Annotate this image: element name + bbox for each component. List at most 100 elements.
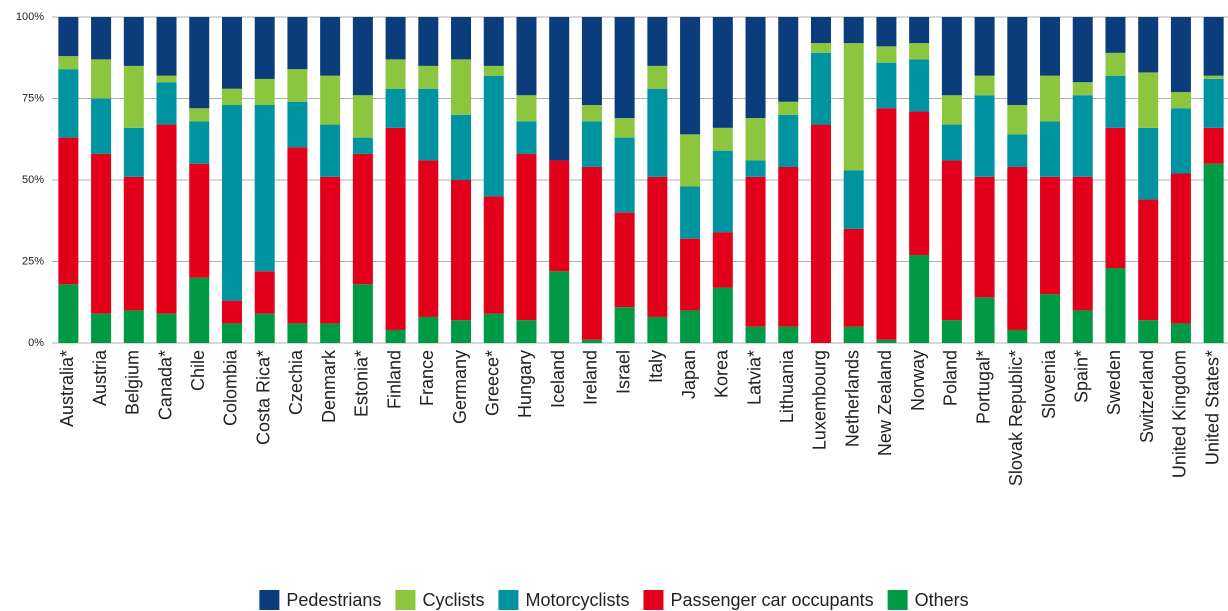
bar-segment	[418, 65, 439, 89]
bar-segment	[1105, 127, 1126, 269]
bar-segment	[1040, 17, 1061, 76]
bar-segment	[745, 176, 766, 327]
bar-segment	[483, 17, 504, 66]
bar-segment	[483, 65, 504, 76]
bar-segment	[1007, 17, 1028, 106]
bar-segment	[745, 326, 766, 343]
bar-segment	[549, 17, 570, 161]
x-tick-label: Latvia*	[744, 350, 764, 405]
bar-segment	[516, 320, 537, 343]
legend-swatch	[259, 590, 280, 610]
x-tick-label: Japan	[679, 350, 699, 399]
bar-segment	[549, 160, 570, 272]
bar-segment	[320, 75, 341, 125]
bar-segment	[287, 147, 308, 324]
bar-segment	[352, 153, 373, 285]
bar-segment	[974, 297, 995, 343]
y-tick-label: 50%	[22, 174, 44, 186]
bar-segment	[1203, 17, 1224, 76]
x-tick-label: Finland	[384, 350, 404, 409]
bar-segment	[778, 326, 799, 343]
legend-label: Motorcyclists	[525, 590, 629, 610]
bar-segment	[1203, 78, 1224, 128]
x-tick-label: Poland	[941, 350, 961, 406]
bar-segment	[1007, 166, 1028, 330]
bar-segment	[1138, 199, 1159, 321]
bar-segment	[1040, 75, 1061, 122]
bar-segment	[680, 134, 701, 187]
bar-segment	[909, 17, 930, 44]
bar-segment	[483, 313, 504, 343]
bar-segment	[483, 196, 504, 314]
bar-segment	[974, 17, 995, 76]
bar-segment	[418, 160, 439, 317]
bar-segment	[909, 254, 930, 343]
bar-segment	[1203, 127, 1224, 164]
x-tick-label: Ireland	[581, 350, 601, 405]
bar-segment	[680, 17, 701, 135]
bar-segment	[385, 127, 406, 330]
x-tick-label: Germany	[450, 350, 470, 424]
bar-segment	[647, 176, 668, 317]
bar-segment	[581, 166, 602, 340]
bar-segment	[680, 310, 701, 343]
bar-segment	[287, 17, 308, 70]
bar-segment	[941, 320, 962, 343]
bar-segment	[156, 82, 177, 125]
bar-segment	[1105, 75, 1126, 128]
legend-label: Others	[915, 590, 969, 610]
bar-segment	[123, 310, 144, 343]
bar-segment	[745, 118, 766, 161]
bar-segment	[549, 271, 570, 343]
bar-segment	[810, 52, 831, 125]
x-tick-label: Estonia*	[352, 350, 372, 417]
bar-segment	[843, 17, 864, 44]
bar-segment	[1072, 95, 1093, 177]
bar-segment	[418, 316, 439, 343]
bar-segment	[1040, 121, 1061, 177]
bar-segment	[581, 105, 602, 122]
bar-segment	[941, 124, 962, 161]
bar-segment	[778, 114, 799, 167]
bar-segment	[451, 114, 472, 180]
x-tick-label: United Kingdom	[1170, 350, 1190, 478]
bar-segment	[221, 300, 242, 324]
x-tick-label: Sweden	[1104, 350, 1124, 415]
x-tick-label: Luxembourg	[810, 350, 830, 450]
bar-segment	[385, 59, 406, 89]
bar-segment	[58, 137, 79, 285]
bar-segment	[156, 17, 177, 76]
bar-segment	[1170, 323, 1191, 343]
bar-segment	[516, 121, 537, 154]
bar-segment	[91, 153, 112, 314]
bar-segment	[712, 287, 733, 343]
x-tick-label: Israel	[613, 350, 633, 394]
bar-segment	[418, 17, 439, 66]
bar-segment	[1040, 176, 1061, 295]
bar-segment	[1007, 134, 1028, 167]
legend-swatch	[643, 590, 664, 610]
bar-segment	[58, 56, 79, 70]
bar-segment	[778, 166, 799, 327]
bar-segment	[843, 43, 864, 171]
bar-segment	[581, 121, 602, 167]
bar-segment	[647, 316, 668, 343]
bar-segment	[1072, 176, 1093, 311]
bar-segment	[352, 284, 373, 343]
bar-segment	[974, 95, 995, 177]
bar-segment	[189, 121, 210, 164]
x-tick-label: Norway	[908, 350, 928, 411]
bar-segment	[647, 17, 668, 66]
bar-segment	[843, 170, 864, 229]
bar-segment	[810, 43, 831, 53]
bar-segment	[614, 17, 635, 119]
bar-segment	[221, 88, 242, 106]
bar-segment	[876, 17, 897, 47]
bar-segment	[843, 228, 864, 327]
bar-segment	[614, 307, 635, 343]
bar-segment	[909, 111, 930, 255]
bar-segment	[156, 124, 177, 314]
bar-segment	[1072, 82, 1093, 96]
bar-segment	[778, 17, 799, 102]
